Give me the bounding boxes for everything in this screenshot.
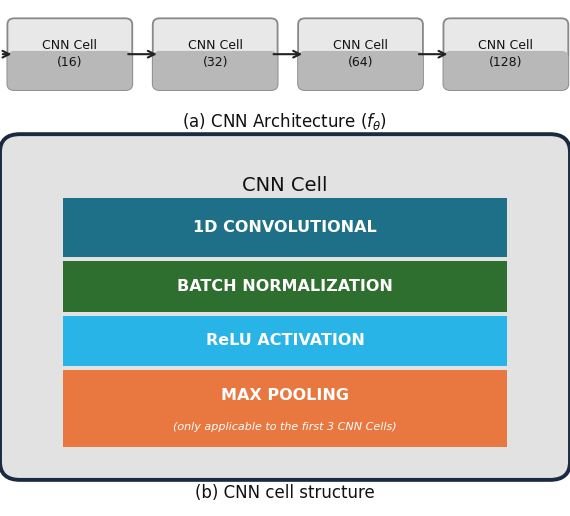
FancyBboxPatch shape (298, 18, 423, 90)
FancyBboxPatch shape (63, 198, 507, 257)
Text: (b) CNN cell structure: (b) CNN cell structure (195, 484, 375, 502)
Text: CNN Cell
(128): CNN Cell (128) (478, 39, 534, 69)
FancyBboxPatch shape (7, 51, 132, 90)
FancyBboxPatch shape (153, 18, 278, 90)
Text: (only applicable to the first 3 CNN Cells): (only applicable to the first 3 CNN Cell… (173, 422, 397, 431)
Text: ReLU ACTIVATION: ReLU ACTIVATION (206, 333, 364, 348)
FancyBboxPatch shape (63, 261, 507, 312)
FancyBboxPatch shape (63, 370, 507, 447)
FancyBboxPatch shape (153, 51, 278, 90)
FancyBboxPatch shape (0, 134, 570, 480)
FancyBboxPatch shape (443, 18, 568, 90)
Text: BATCH NORMALIZATION: BATCH NORMALIZATION (177, 279, 393, 294)
FancyBboxPatch shape (7, 18, 132, 90)
Text: CNN Cell: CNN Cell (242, 176, 328, 195)
Text: (a) CNN Architecture ($f_\theta$): (a) CNN Architecture ($f_\theta$) (182, 111, 388, 132)
Text: CNN Cell
(32): CNN Cell (32) (188, 39, 243, 69)
FancyBboxPatch shape (63, 316, 507, 366)
Text: CNN Cell
(64): CNN Cell (64) (333, 39, 388, 69)
FancyBboxPatch shape (298, 51, 423, 90)
Text: CNN Cell
(16): CNN Cell (16) (42, 39, 97, 69)
Text: 1D CONVOLUTIONAL: 1D CONVOLUTIONAL (193, 220, 377, 235)
Text: MAX POOLING: MAX POOLING (221, 388, 349, 403)
FancyBboxPatch shape (443, 51, 568, 90)
